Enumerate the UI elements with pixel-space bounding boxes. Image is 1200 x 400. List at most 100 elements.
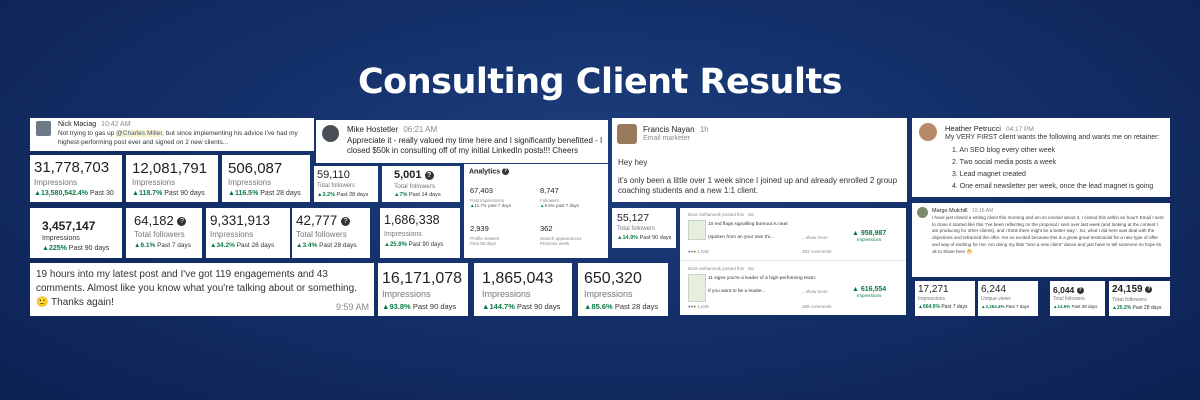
- stat-change: ▲20.2% Past 28 days: [1112, 305, 1162, 311]
- stat-change: ▲2,264.4% Past 7 days: [981, 304, 1030, 309]
- stat-card-impressions: 12,081,791 Impressions ▲118.7% Past 90 d…: [126, 155, 218, 202]
- stat-label: Total followers: [617, 226, 656, 232]
- stat-change: ▲34.2% Past 28 days: [210, 242, 275, 249]
- stat-label: Total followers: [1112, 297, 1147, 303]
- info-icon[interactable]: ?: [177, 217, 187, 227]
- list-item[interactable]: Bora Varhanovik posted this · 3w 10 red …: [680, 208, 906, 261]
- stat-label: Impressions: [382, 289, 431, 299]
- stat-label: Total followers: [1053, 296, 1085, 302]
- post-card-heather: Heather Petrucci 04:17 PM My VERY FIRST …: [912, 118, 1170, 197]
- stat-card-impressions: 650,320 Impressions ▲85.6% Past 28 days: [578, 263, 668, 316]
- metric-value: 67,403: [470, 186, 493, 195]
- analytics-metric[interactable]: 2,939 Profile viewers Past 90 days: [470, 224, 532, 246]
- feed-impressions: ▲ 616,554 Impressions: [852, 286, 887, 298]
- metric-value: 2,939: [470, 224, 489, 233]
- feed-line: 11 signs you're a leader of a high-perfo…: [708, 276, 817, 281]
- trend-up-icon: ▲: [210, 242, 217, 249]
- post-card-mike: Mike Hostetler 06:21 AM Appreciate it - …: [316, 120, 608, 163]
- list-item[interactable]: Bora Varhanovik posted this · 3w 11 sign…: [680, 261, 906, 315]
- stat-change: ▲93.8% Past 90 days: [382, 302, 457, 311]
- post-performance-feed: Bora Varhanovik posted this · 3w 10 red …: [680, 208, 906, 315]
- avatar: [917, 207, 928, 218]
- stat-change: ▲14.9% Past 90 days: [617, 235, 672, 241]
- post-text: it's only been a little over 1 week sinc…: [618, 176, 898, 195]
- post-text: Not trying to gas up: [58, 130, 117, 137]
- stat-value: 6,244: [981, 284, 1007, 295]
- stat-card-impressions: 506,087 Impressions ▲116.5% Past 28 days: [222, 155, 310, 202]
- stat-card-impressions: 1,686,338 Impressions ▲25.9% Past 90 day…: [380, 208, 460, 258]
- avatar: [919, 123, 937, 141]
- metric-change: Past 90 days: [470, 241, 497, 246]
- stat-change: ▲664.9% Past 7 days: [918, 304, 968, 310]
- stat-label: Impressions: [918, 296, 945, 302]
- stat-change: ▲3.2% Past 28 days: [317, 192, 369, 198]
- post-subtitle: Email marketer: [643, 135, 691, 142]
- stat-change: ▲144.7% Past 90 days: [482, 302, 561, 311]
- analytics-metric[interactable]: 8,747 Followers ▲9.6% past 7 days: [540, 186, 602, 208]
- post-greeting: Hey hey: [618, 158, 648, 167]
- trend-up-icon: ▲: [540, 203, 545, 208]
- post-text: Appreciate it - really valued my time he…: [347, 136, 603, 155]
- stat-label: Impressions: [228, 178, 272, 187]
- stat-value: 16,171,078: [382, 270, 463, 287]
- trend-up-icon: ▲: [384, 242, 390, 248]
- stat-value: 6,044 ?: [1053, 285, 1084, 295]
- feed-header: Bora Varhanovik posted this · 3w: [688, 266, 754, 271]
- trend-up-icon: ▲: [382, 302, 390, 311]
- post-author: Nick Maciag: [58, 121, 97, 128]
- show-more-link[interactable]: ...show more: [802, 289, 828, 294]
- info-icon[interactable]: ?: [341, 216, 351, 226]
- post-time: 10:16 AM: [972, 208, 994, 214]
- trend-up-icon: ▲: [1053, 304, 1058, 309]
- analytics-card: Analytics ? 67,403 Post impressions ▲11.…: [464, 164, 608, 258]
- post-card-engagement: 19 hours into my latest post and I've go…: [30, 263, 374, 316]
- metric-change: Previous week: [540, 241, 570, 246]
- stat-value: 59,110: [317, 169, 350, 181]
- stat-card-impressions: 1,865,043 Impressions ▲144.7% Past 90 da…: [474, 263, 572, 316]
- info-icon[interactable]: ?: [424, 170, 434, 180]
- info-icon[interactable]: ?: [502, 168, 510, 175]
- info-icon[interactable]: ?: [1076, 287, 1084, 295]
- trend-up-icon: ▲: [852, 230, 859, 237]
- trend-up-icon: ▲: [134, 242, 141, 249]
- trend-up-icon: ▲: [584, 302, 592, 311]
- stat-card-impressions: 9,331,913 Impressions ▲34.2% Past 28 day…: [206, 208, 290, 258]
- info-icon[interactable]: ?: [1145, 285, 1153, 293]
- analytics-metric[interactable]: 362 Search appearances Previous week: [540, 224, 602, 246]
- post-card-nick: Nick Maciag 10:42 AM Not trying to gas u…: [30, 118, 314, 151]
- stat-change: ▲25.9% Past 90 days: [384, 242, 444, 248]
- stat-label: Impressions: [584, 289, 633, 299]
- stat-value: 1,686,338: [384, 213, 440, 227]
- metric-value: 8,747: [540, 186, 559, 195]
- stat-change: ▲116.5% Past 28 days: [228, 190, 301, 197]
- analytics-metric[interactable]: 67,403 Post impressions ▲11.7% past 7 da…: [470, 186, 532, 208]
- stat-value: 31,778,703: [34, 159, 110, 176]
- stat-label: Impressions: [132, 178, 176, 187]
- stat-card-followers: 42,777 ? Total followers ▲3.4% Past 28 d…: [292, 208, 370, 258]
- show-more-link[interactable]: ...show more: [802, 235, 828, 240]
- stat-card-followers: 24,159 ? Total followers ▲20.2% Past 28 …: [1109, 281, 1170, 316]
- stat-change: ▲225% Past 90 days: [42, 245, 110, 252]
- avatar: [36, 121, 51, 136]
- trend-up-icon: ▲: [34, 190, 41, 197]
- stat-card-views: 6,244 Unique views ▲2,264.4% Past 7 days: [978, 281, 1038, 316]
- post-author: Mike Hostetler: [347, 125, 399, 134]
- stat-change: ▲118.7% Past 90 days: [132, 190, 205, 197]
- feed-line: If you want to be a leader...: [708, 289, 766, 294]
- stat-label: Total followers: [317, 183, 356, 189]
- post-time: 9:59 AM: [335, 302, 369, 312]
- trend-up-icon: ▲: [918, 304, 923, 310]
- stat-card-followers: 59,110 Total followers ▲3.2% Past 28 day…: [314, 166, 378, 202]
- stat-card-followers: 6,044 ? Total followers ▲14.6% Past 28 d…: [1050, 281, 1105, 316]
- trend-up-icon: ▲: [617, 235, 623, 241]
- stat-value: 24,159 ?: [1112, 284, 1153, 295]
- stat-label: Total followers: [134, 230, 185, 239]
- mention-link[interactable]: @Charles Miller: [116, 130, 163, 137]
- post-time: 10:42 AM: [101, 121, 131, 128]
- stat-value: 1,865,043: [482, 270, 554, 287]
- stat-value: 5,001 ?: [394, 170, 434, 181]
- stat-card-followers: 55,127 Total followers ▲14.9% Past 90 da…: [612, 208, 676, 248]
- post-card-margo: Margo Mulchill 10:16 AM I have just clos…: [912, 203, 1170, 277]
- post-thumbnail: [688, 274, 706, 302]
- trend-up-icon: ▲: [981, 304, 986, 309]
